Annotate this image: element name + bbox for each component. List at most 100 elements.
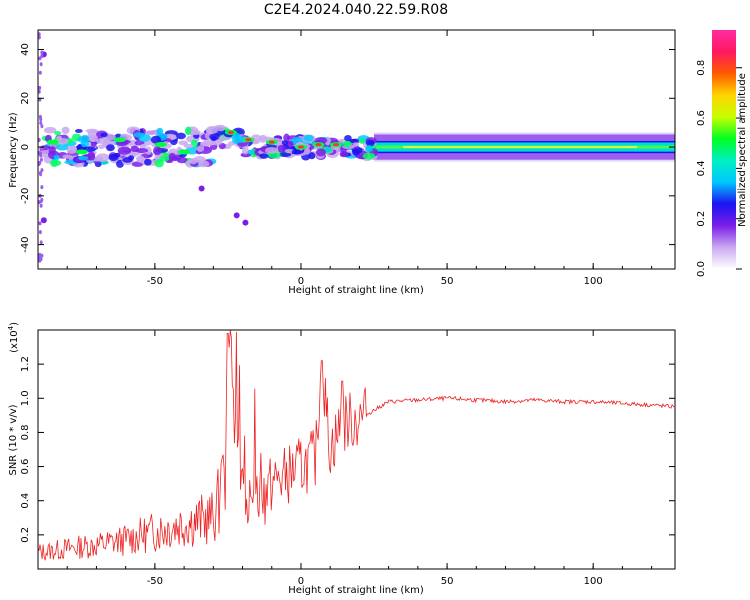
snr-y-label: SNR (10 * v/v) [8, 404, 19, 475]
spectrogram-blob [277, 144, 286, 153]
edge-speckle [38, 70, 42, 75]
spectrogram-blob [156, 127, 164, 136]
spectrogram-blob [106, 144, 115, 152]
edge-speckle [38, 85, 42, 90]
spectrogram-blob [339, 151, 348, 158]
spectrogram-blob [344, 134, 352, 142]
x-tick-label: 50 [441, 576, 454, 587]
spectrogram-blob [205, 126, 219, 135]
spectrogram-blob [146, 130, 157, 136]
x-tick-label: 100 [584, 576, 603, 587]
spectrogram-ridge-peak [333, 143, 340, 147]
spectrogram-blob [210, 136, 217, 142]
spectrogram-y-ticks: -40 -20 0 20 40 [20, 43, 675, 253]
spectrogram-blob [61, 126, 70, 135]
spectrogram-blob [56, 138, 69, 145]
edge-speckle [38, 230, 42, 235]
spectrogram-blob [365, 139, 375, 147]
spectrogram-blob [154, 159, 164, 168]
edge-speckle [39, 203, 43, 208]
edge-speckle [39, 157, 43, 162]
spectrogram-panel: -50 0 50 100 -40 -20 0 20 40 Height of straight… [8, 29, 676, 296]
colorbar-tick-label: 0.6 [696, 110, 707, 126]
y-tick-label: -40 [20, 236, 31, 252]
edge-speckle [38, 35, 41, 40]
edge-speckle [40, 124, 44, 129]
spectrogram-blob [281, 140, 289, 146]
spectrogram-blob [48, 146, 56, 155]
spectrogram-blob [145, 146, 152, 155]
spectrogram-blob [100, 132, 108, 138]
edge-speckle [38, 89, 41, 94]
y-tick-label: 1.2 [20, 356, 31, 372]
scattered-blob [233, 212, 240, 219]
edge-speckle [38, 56, 42, 61]
spectrogram-blob [178, 140, 189, 146]
spectrogram-heatmap [38, 32, 675, 263]
edge-speckle [39, 120, 43, 125]
spectrogram-blob [196, 145, 205, 152]
spectrogram-ridge [154, 142, 167, 148]
spectrogram-blob [150, 135, 162, 144]
scattered-blob [198, 185, 205, 192]
spectrogram-blob [349, 138, 358, 144]
spectrogram-x-ticks: -50 0 50 100 [66, 30, 653, 287]
spectrogram-blob [241, 145, 249, 155]
spectrogram-blob [362, 152, 376, 160]
snr-series-line [38, 330, 675, 561]
spectrogram-blob [184, 126, 192, 136]
y-tick-label: 1.0 [20, 390, 31, 406]
edge-speckle [38, 32, 41, 37]
spectrogram-blob [133, 132, 145, 138]
spectrogram-ridge [75, 149, 88, 155]
scattered-blob [40, 217, 47, 224]
edge-speckle [40, 50, 44, 55]
edge-speckle [38, 161, 41, 166]
y-tick-label: 0.2 [20, 527, 31, 543]
snr-frame [37, 329, 676, 570]
y-tick-label: 0 [20, 144, 31, 150]
edge-speckle [39, 172, 43, 177]
snr-panel: -50 0 50 100 0.2 0.4 0.6 0.8 1.0 1.2 Height of s… [7, 322, 676, 596]
edge-speckle [38, 138, 41, 143]
spectrogram-blob [62, 154, 73, 159]
spectrogram-y-label: Frequency (Hz) [8, 112, 19, 188]
spectrogram-blob [343, 140, 351, 148]
snr-x-ticks: -50 0 50 100 [66, 330, 653, 587]
snr-x-label: Height of straight line (km) [288, 585, 424, 596]
spectrogram-blob [168, 152, 176, 160]
y-tick-label: 40 [20, 43, 31, 56]
colorbar-label: Normalized spectral amplitude [737, 73, 748, 227]
spectrogram-blob [352, 142, 359, 147]
spectrogram-blob [314, 137, 328, 144]
snr-multiplier: (x104) [7, 322, 20, 353]
x-tick-label: 0 [298, 576, 304, 587]
spectrogram-blob [128, 155, 135, 161]
edge-speckle [39, 240, 43, 245]
spectrogram-blob [54, 131, 62, 136]
spectrogram-blob [247, 149, 255, 155]
edge-speckle [40, 168, 44, 173]
spectrogram-blob [75, 128, 83, 134]
spectrogram-blob [283, 133, 290, 143]
y-tick-label: 20 [20, 92, 31, 105]
chart-title: C2E4.2024.040.22.59.R08 [264, 2, 448, 18]
spectrogram-blob [144, 158, 152, 166]
y-tick-label: 0.4 [20, 493, 31, 509]
spectrogram-blob [53, 154, 60, 161]
colorbar-tick-label: 0.8 [696, 60, 707, 76]
spectrogram-blob [259, 153, 269, 159]
spectrogram-blob [308, 152, 316, 160]
spectrogram-blob [365, 145, 373, 153]
spectrogram-blob [304, 147, 311, 155]
spectrogram-blob [265, 147, 279, 154]
spectrogram-ridge [178, 149, 191, 155]
edge-speckle [39, 257, 43, 262]
spectrogram-blob [303, 134, 314, 142]
spectrogram-blob [135, 148, 149, 154]
spectrogram-x-label: Height of straight line (km) [288, 285, 424, 296]
edge-speckle [39, 199, 43, 204]
spectrogram-ridge-peak [227, 130, 234, 134]
spectrogram-frame [37, 29, 676, 270]
